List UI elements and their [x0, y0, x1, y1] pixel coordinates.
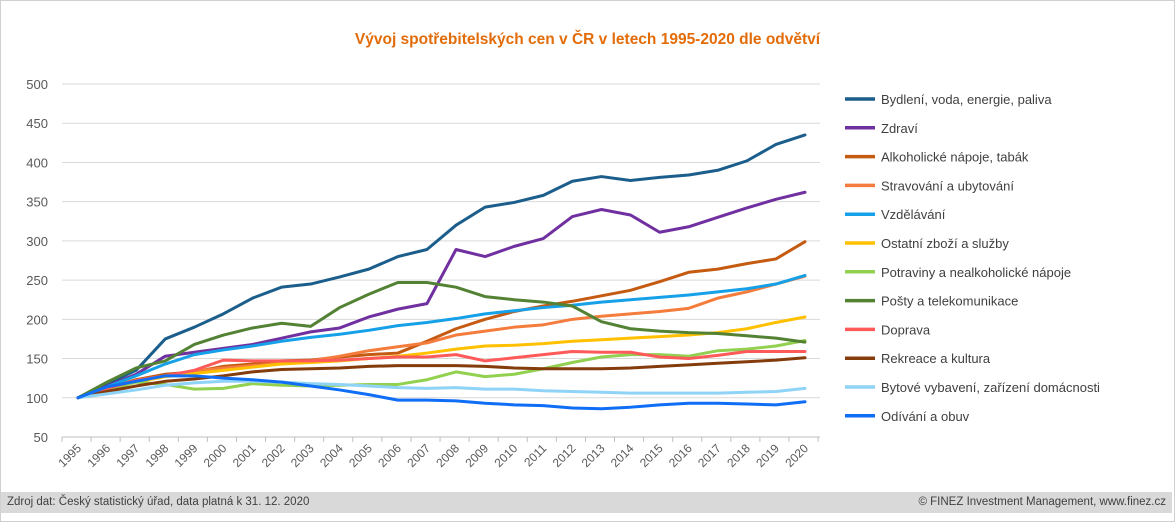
x-tick-label: 2011 — [521, 441, 549, 469]
legend-label: Bydlení, voda, energie, paliva — [881, 92, 1052, 107]
y-tick-label: 200 — [26, 312, 48, 327]
legend-label: Doprava — [881, 322, 931, 337]
x-tick-label: 1997 — [113, 441, 142, 470]
x-tick-label: 2000 — [201, 441, 230, 470]
legend-label: Bytové vybavení, zařízení domácnosti — [881, 380, 1100, 395]
x-tick-label: 2005 — [346, 441, 375, 470]
legend-label: Alkoholické nápoje, tabák — [881, 150, 1029, 165]
x-tick-label: 1999 — [172, 441, 201, 470]
x-tick-label: 1998 — [143, 441, 172, 470]
x-tick-label: 1996 — [84, 441, 113, 470]
legend-label: Vzdělávání — [881, 207, 946, 222]
x-tick-label: 2016 — [666, 441, 695, 470]
legend-label: Ostatní zboží a služby — [881, 236, 1009, 251]
series-line — [76, 374, 807, 411]
series-line — [76, 273, 807, 400]
series-line — [76, 356, 807, 400]
x-tick-label: 2013 — [579, 441, 608, 470]
footer-bar: Zdroj dat: Český statistický úřad, data … — [1, 492, 1172, 513]
x-tick-label: 2008 — [433, 441, 462, 470]
x-tick-label: 2017 — [695, 441, 724, 470]
y-tick-label: 100 — [26, 391, 48, 406]
y-tick-label: 500 — [26, 77, 48, 92]
series-line — [76, 315, 807, 400]
series-line — [76, 190, 807, 400]
x-tick-label: 2014 — [608, 441, 637, 470]
x-tick-label: 2012 — [550, 441, 579, 470]
x-tick-label: 2001 — [230, 441, 259, 470]
y-tick-label: 400 — [26, 155, 48, 170]
series-line — [76, 379, 807, 400]
y-tick-label: 150 — [26, 352, 48, 367]
x-tick-label: 2007 — [404, 441, 433, 470]
series-line — [76, 280, 807, 400]
series-line — [76, 339, 807, 400]
copyright-note: © FINEZ Investment Management, www.finez… — [918, 496, 1166, 508]
series-line — [76, 133, 807, 400]
x-tick-label: 2003 — [288, 441, 317, 470]
x-tick-label: 2015 — [637, 441, 666, 470]
x-tick-label: 2004 — [317, 441, 346, 470]
x-tick-label: 2002 — [259, 441, 288, 470]
chart-title: Vývoj spotřebitelských cen v ČR v letech… — [354, 31, 821, 48]
x-tick-label: 2006 — [375, 441, 404, 470]
y-tick-label: 50 — [34, 430, 48, 445]
x-tick-label: 2010 — [492, 441, 521, 470]
legend-label: Stravování a ubytování — [881, 178, 1014, 193]
source-note: Zdroj dat: Český statistický úřad, data … — [7, 496, 310, 508]
x-tick-label: 2019 — [753, 441, 782, 470]
series-line — [76, 274, 807, 400]
legend-label: Pošty a telekomunikace — [881, 294, 1018, 309]
x-tick-label: 1995 — [55, 441, 84, 470]
legend-label: Zdraví — [881, 121, 918, 136]
x-tick-label: 2018 — [724, 441, 753, 470]
y-tick-label: 300 — [26, 234, 48, 249]
legend-label: Odívání a obuv — [881, 409, 970, 424]
legend-label: Potraviny a nealkoholické nápoje — [881, 265, 1071, 280]
series-line — [76, 349, 807, 400]
y-tick-label: 250 — [26, 273, 48, 288]
legend-label: Rekreace a kultura — [881, 351, 991, 366]
y-tick-label: 450 — [26, 116, 48, 131]
x-tick-label: 2020 — [782, 441, 811, 470]
x-tick-label: 2009 — [462, 441, 491, 470]
y-tick-label: 350 — [26, 195, 48, 210]
